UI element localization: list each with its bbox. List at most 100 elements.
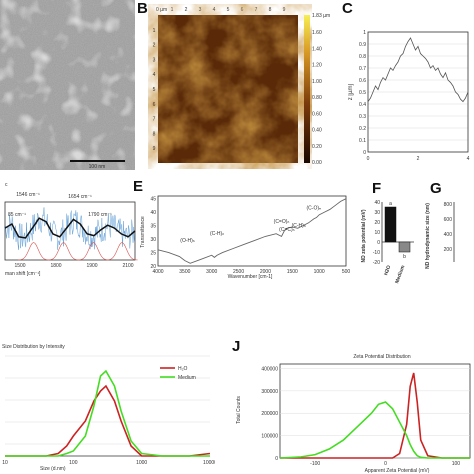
- ftir-annotation: (C-H)ₙ: [292, 223, 306, 229]
- zeta-dist-x-tick: 100: [452, 461, 461, 467]
- afm-top-tick: 8: [269, 7, 272, 13]
- ftir-annotation: (C-H)ₙ: [210, 231, 224, 237]
- panel-b-afm: 0 µm 1 2 3 4 5 6 7 8 9 1.83 µm 1.60 1.40 1.20 1.00 0…: [148, 4, 338, 169]
- panel-f-zeta: ND zeta potential (mV) 40 30 20 10 0 -10 -20 a H…: [360, 196, 416, 296]
- dls-title: Size Distribution by Intensity: [2, 344, 65, 350]
- zeta-category: Medium: [394, 264, 406, 284]
- raman-x-tick: 1900: [86, 263, 97, 269]
- scale-bar: [70, 160, 125, 162]
- profile-y-tick: 0.4: [359, 102, 366, 108]
- ftir-x-tick: 4000: [152, 269, 163, 275]
- afm-left-tick: 1: [153, 28, 156, 34]
- zeta-y-tick: 40: [374, 200, 380, 206]
- raman-x-tick: 1800: [50, 263, 61, 269]
- raman-raw-line: [4, 207, 136, 250]
- zeta-dist-ylabel: Total Counts: [236, 396, 242, 424]
- size-y-tick: 200: [444, 247, 453, 253]
- panel-label-f: F: [372, 180, 382, 197]
- size-bar-chart: ND hydrodynamic size (nm) 800 600 400 200: [425, 202, 455, 269]
- zeta-distribution-chart: Zeta Potential Distribution Total Counts…: [236, 354, 471, 474]
- zeta-y-tick: -10: [373, 250, 380, 256]
- ftir-ylabel: Transmittance: [140, 216, 146, 248]
- zeta-y-tick: -20: [373, 260, 380, 266]
- ftir-chart: Transmittance Wavenumber [cm-1] 20 25 30 35…: [140, 195, 350, 280]
- ftir-x-tick: 1500: [287, 269, 298, 275]
- panel-e-ftir: Transmittance Wavenumber [cm-1] 20 25 30 35…: [140, 190, 355, 280]
- panel-d-raman: c 1546 cm⁻¹ 1654 cm⁻¹ 1790 cm⁻¹ 85 cm⁻¹ 1500…: [0, 180, 140, 280]
- dls-legend-label: Medium: [178, 375, 196, 381]
- afm-left-tick: 5: [153, 87, 156, 93]
- zeta-dist-x-tick: -100: [310, 461, 320, 467]
- size-y-tick: 600: [444, 217, 453, 223]
- scale-bar-label: 100 nm: [89, 164, 106, 170]
- panel-i-dls: Size Distribution by Intensity Size (d.n…: [0, 336, 215, 474]
- zeta-dist-line-1: [279, 401, 470, 459]
- profile-x-tick: 0: [367, 156, 370, 162]
- colorbar-tick: 1.00: [312, 79, 322, 85]
- zeta-dist-x-tick: 0: [384, 461, 387, 467]
- profile-x-tick: 2: [417, 156, 420, 162]
- ftir-x-tick: 3000: [206, 269, 217, 275]
- zeta-y-tick: 30: [374, 210, 380, 216]
- profile-chart: z [µm] 0 0.1 0.2 0.3 0.4 0.5 0.6 0.7 0.8 0.9 1 0 2 4: [348, 30, 470, 162]
- dls-x-tick: 10: [2, 460, 8, 466]
- zeta-bar: [384, 206, 397, 243]
- afm-left-tick: 2: [153, 43, 156, 49]
- dls-line-medium: [5, 369, 210, 457]
- panel-j-zeta-dist: Zeta Potential Distribution Total Counts…: [232, 350, 474, 474]
- colorbar-tick: 1.20: [312, 63, 322, 69]
- raman-peak-component: [17, 242, 50, 261]
- profile-y-tick: 0.1: [359, 138, 366, 144]
- ftir-xlabel: Wavenumber [cm-1]: [228, 274, 273, 280]
- panel-g-size: ND hydrodynamic size (nm) 800 600 400 200: [424, 196, 474, 296]
- colorbar-tick: 0.20: [312, 144, 322, 150]
- ftir-x-tick: 2500: [233, 269, 244, 275]
- zeta-dist-xlabel: Apparent Zeta Potential (mV): [365, 468, 430, 474]
- dls-x-tick: 1000: [136, 460, 147, 466]
- zeta-dist-y-tick: 100000: [261, 434, 278, 440]
- ftir-frame: [157, 195, 347, 267]
- panel-d-tag: c: [5, 182, 8, 188]
- raman-peak-label: 1546 cm⁻¹: [16, 192, 40, 198]
- ftir-y-tick: 25: [150, 251, 156, 257]
- ftir-line: [157, 198, 347, 264]
- afm-left-tick: 8: [153, 131, 156, 137]
- colorbar-tick: 0.00: [312, 160, 322, 166]
- zeta-y-tick: 10: [374, 230, 380, 236]
- zeta-y-tick: 0: [377, 240, 380, 246]
- colorbar-tick: 0.60: [312, 111, 322, 117]
- colorbar-tick: 0.80: [312, 95, 322, 101]
- dls-x-tick: 100: [69, 460, 78, 466]
- ftir-annotation: (C=C)ₙ: [279, 227, 294, 233]
- profile-y-tick: 0.3: [359, 114, 366, 120]
- ftir-annotation: (O-H)ₙ: [180, 238, 195, 244]
- zeta-bar-letter: a: [389, 201, 392, 207]
- profile-y-tick: 0.2: [359, 126, 366, 132]
- afm-top-tick: 4: [213, 7, 216, 13]
- afm-left-tick: 7: [153, 117, 156, 123]
- ftir-y-tick: 40: [150, 210, 156, 216]
- raman-peak-label: 1790 cm⁻¹: [88, 212, 112, 218]
- ftir-x-tick: 1000: [314, 269, 325, 275]
- afm-top-tick: 7: [255, 7, 258, 13]
- profile-y-tick: 1: [363, 30, 366, 36]
- zeta-dist-y-tick: 400000: [261, 366, 278, 372]
- afm-top-tick: 6: [241, 7, 244, 13]
- panel-label-e: E: [133, 178, 144, 195]
- zeta-dist-frame: [279, 363, 471, 459]
- zeta-dist-y-tick: 0: [275, 456, 278, 462]
- panel-a-tem-image: 100 nm: [0, 0, 135, 170]
- afm-top-axis-unit: 0 µm: [156, 7, 167, 13]
- tem-image: 100 nm: [0, 0, 135, 170]
- raman-fit-line: [4, 217, 136, 239]
- dls-chart: Size Distribution by Intensity Size (d.n…: [2, 344, 215, 472]
- panel-label-b: B: [137, 0, 148, 17]
- ftir-y-tick: 45: [150, 197, 156, 203]
- raman-x-tick: 1500: [14, 263, 25, 269]
- dls-x-tick: 10000: [203, 460, 215, 466]
- raman-peak-component: [47, 242, 80, 261]
- profile-y-tick: 0.6: [359, 78, 366, 84]
- afm-left-tick: 9: [153, 146, 156, 152]
- afm-image: 0 µm 1 2 3 4 5 6 7 8 9 1.83 µm 1.60 1.40 1.20 1.00 0…: [153, 7, 331, 166]
- ftir-y-tick: 20: [150, 264, 156, 270]
